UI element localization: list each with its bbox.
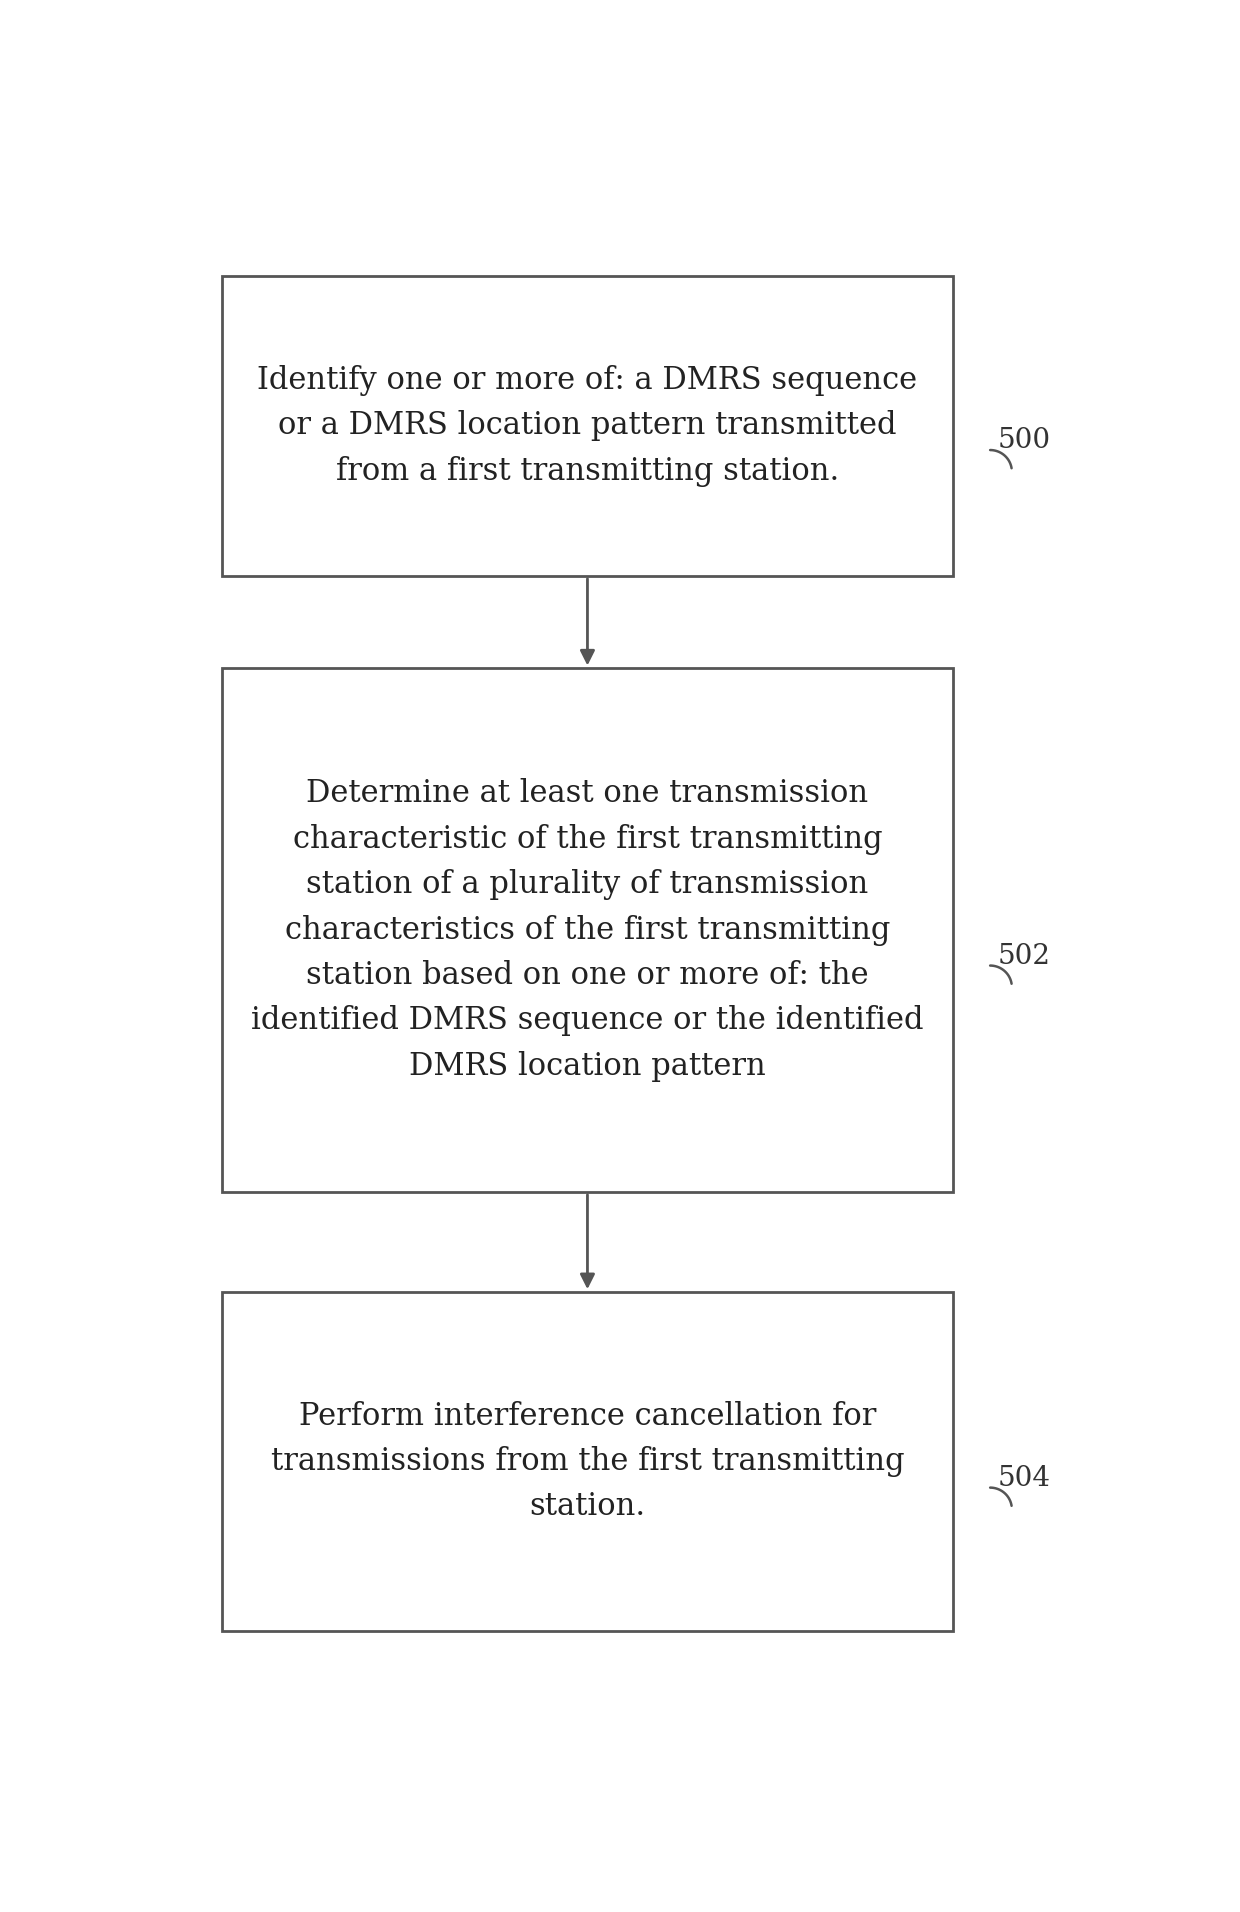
Text: 504: 504	[998, 1465, 1050, 1491]
Text: 500: 500	[998, 426, 1052, 455]
Text: Perform interference cancellation for
transmissions from the first transmitting
: Perform interference cancellation for tr…	[270, 1400, 904, 1522]
Bar	[222, 669, 952, 1191]
Bar	[222, 1293, 952, 1631]
Text: 502: 502	[998, 943, 1050, 969]
Text: Identify one or more of: a DMRS sequence
or a DMRS location pattern transmitted
: Identify one or more of: a DMRS sequence…	[258, 365, 918, 488]
Text: Determine at least one transmission
characteristic of the first transmitting
sta: Determine at least one transmission char…	[252, 778, 924, 1082]
Bar	[222, 275, 952, 576]
